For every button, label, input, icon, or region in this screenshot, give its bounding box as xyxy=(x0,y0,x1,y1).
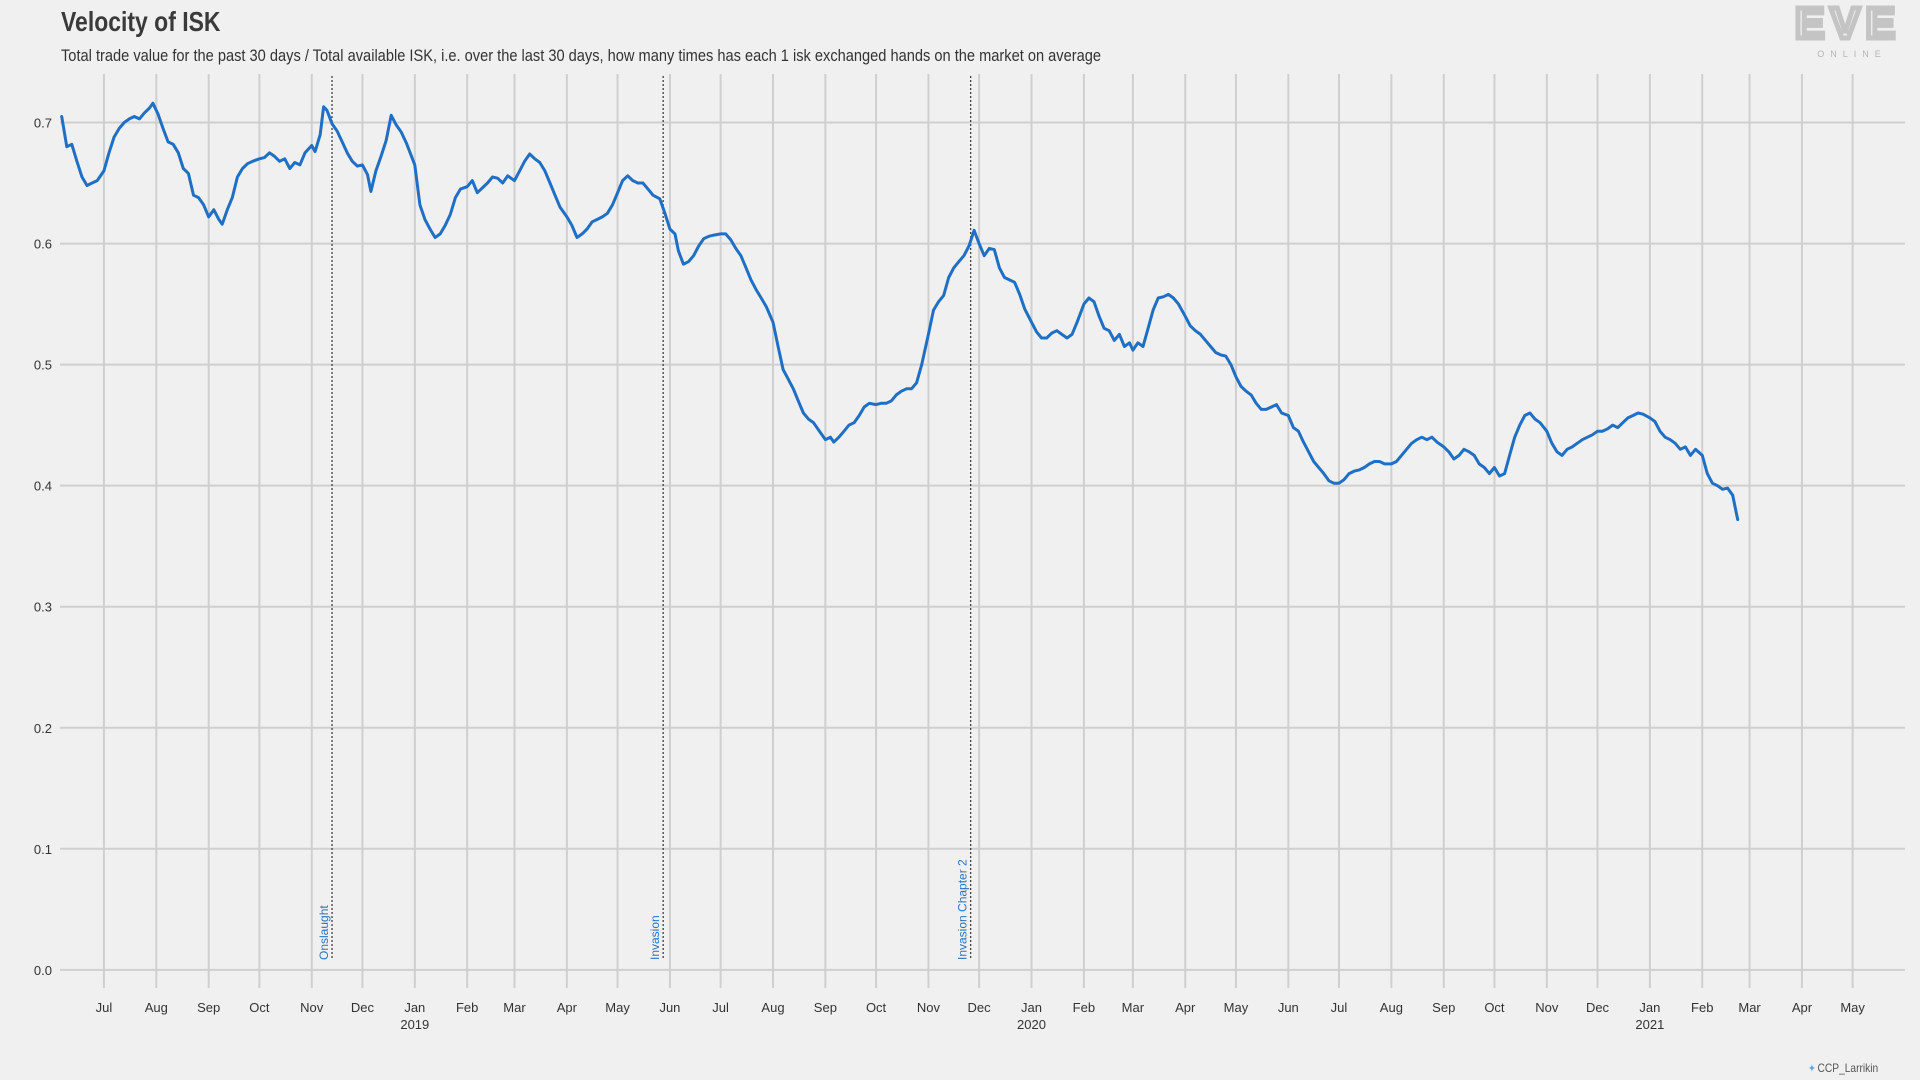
x-tick-label: Jul xyxy=(1331,1000,1348,1015)
x-tick-label: Oct xyxy=(1484,1000,1505,1015)
x-tick-labels: Jul Aug Sep Oct Nov Dec Jan 2019 Feb Mar Apr May Jun… xyxy=(96,1000,1866,1032)
x-tick-label: Oct xyxy=(866,1000,887,1015)
x-tick-label: Feb xyxy=(1073,1000,1095,1015)
x-tick-label: Dec xyxy=(968,1000,992,1015)
x-tick-label: Nov xyxy=(300,1000,324,1015)
y-tick-label: 0.2 xyxy=(34,721,52,736)
x-tick-label: Mar xyxy=(503,1000,526,1015)
y-tick-labels: 0.0 0.1 0.2 0.3 0.4 0.5 0.6 0.7 xyxy=(34,116,52,978)
series-line xyxy=(60,101,1740,522)
series-lines xyxy=(60,101,1740,522)
logo-tagline: ONLINE xyxy=(1817,49,1887,59)
y-tick-label: 0.5 xyxy=(34,358,52,373)
chart-subtitle: Total trade value for the past 30 days /… xyxy=(61,46,1101,65)
x-tick-label: Mar xyxy=(1738,1000,1761,1015)
y-tick-label: 0.7 xyxy=(34,116,52,131)
logo-wordmark: EVE xyxy=(1795,2,1901,48)
x-tick-label: Sep xyxy=(197,1000,220,1015)
x-tick-label: Nov xyxy=(917,1000,941,1015)
x-tick-year-label: 2021 xyxy=(1635,1017,1664,1032)
y-tick-label: 0.1 xyxy=(34,842,52,857)
x-tick-label: May xyxy=(1224,1000,1249,1015)
x-tick-label: Aug xyxy=(1380,1000,1403,1015)
x-tick-label: Jun xyxy=(659,1000,680,1015)
x-tick-label: Jan xyxy=(1639,1000,1660,1015)
chart-title: Velocity of ISK xyxy=(61,6,221,37)
credit-handle: CCP_Larrikin xyxy=(1817,1061,1879,1075)
x-tick-label: Dec xyxy=(351,1000,375,1015)
x-tick-year-label: 2020 xyxy=(1017,1017,1046,1032)
x-tick-label: Aug xyxy=(761,1000,784,1015)
event-label: Invasion xyxy=(648,915,662,960)
x-tick-label: Sep xyxy=(1432,1000,1455,1015)
event-label: Invasion Chapter 2 xyxy=(956,859,970,960)
x-tick-label: Feb xyxy=(456,1000,478,1015)
twitter-credit: ✦ CCP_Larrikin xyxy=(1808,1061,1878,1075)
y-tick-label: 0.0 xyxy=(34,963,52,978)
x-tick-label: Mar xyxy=(1122,1000,1145,1015)
x-tick-label: Apr xyxy=(1792,1000,1813,1015)
x-gridlines xyxy=(102,74,1854,988)
x-tick-label: Apr xyxy=(1175,1000,1196,1015)
event-label: Onslaught xyxy=(317,905,331,960)
x-tick-label: Jul xyxy=(712,1000,729,1015)
y-tick-label: 0.3 xyxy=(34,600,52,615)
x-tick-label: Oct xyxy=(249,1000,270,1015)
x-tick-label: Jan xyxy=(404,1000,425,1015)
event-markers: Onslaught Invasion Invasion Chapter 2 xyxy=(317,76,972,960)
twitter-bird-icon: ✦ xyxy=(1808,1063,1816,1075)
x-tick-label: Nov xyxy=(1535,1000,1559,1015)
eve-online-logo: EVE ONLINE xyxy=(1792,2,1901,59)
x-tick-label: Feb xyxy=(1691,1000,1713,1015)
y-tick-label: 0.4 xyxy=(34,479,52,494)
x-tick-label: May xyxy=(605,1000,630,1015)
x-tick-label: Aug xyxy=(145,1000,168,1015)
x-tick-year-label: 2019 xyxy=(400,1017,429,1032)
y-tick-label: 0.6 xyxy=(34,237,52,252)
x-tick-label: Jan xyxy=(1021,1000,1042,1015)
x-tick-label: May xyxy=(1840,1000,1865,1015)
x-tick-label: Jul xyxy=(96,1000,113,1015)
x-tick-label: Jun xyxy=(1278,1000,1299,1015)
x-tick-label: Apr xyxy=(557,1000,578,1015)
x-tick-label: Sep xyxy=(814,1000,837,1015)
x-tick-label: Dec xyxy=(1586,1000,1610,1015)
